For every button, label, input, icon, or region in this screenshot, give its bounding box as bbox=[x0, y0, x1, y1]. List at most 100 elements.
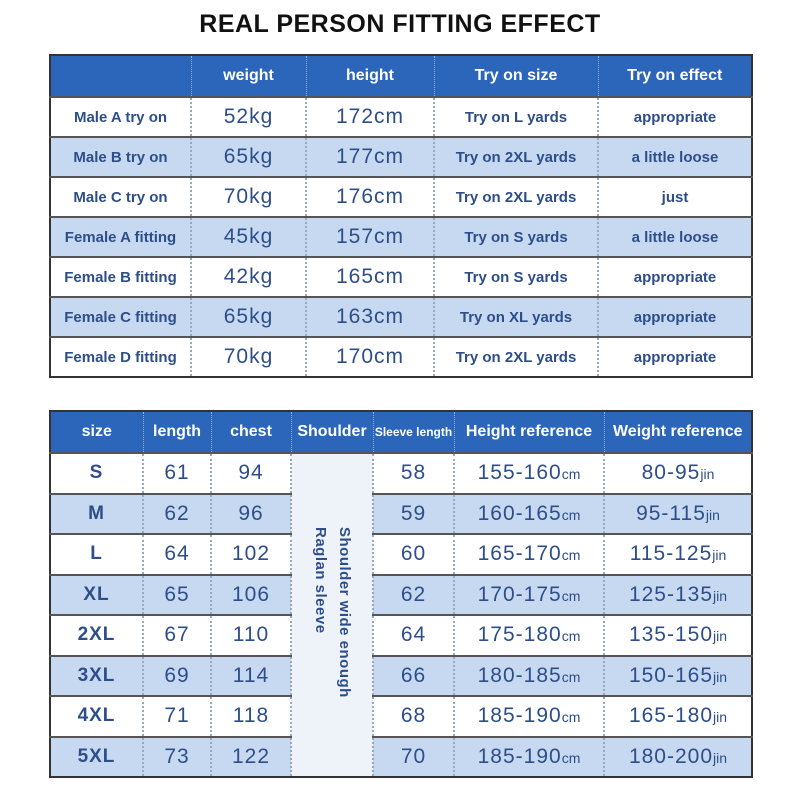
height-unit: cm bbox=[561, 506, 581, 523]
shoulder-note: Shoulder wide enough Raglan sleeve bbox=[308, 527, 356, 698]
weight-cell: 65kg bbox=[190, 296, 306, 337]
weight-unit: jin bbox=[713, 628, 728, 645]
length-cell: 64 bbox=[142, 533, 211, 575]
try-on-size-cell: Try on XL yards bbox=[433, 296, 598, 337]
weight-unit: jin bbox=[713, 749, 728, 766]
sleeve-length-cell: 66 bbox=[372, 654, 454, 696]
page-title: REAL PERSON FITTING EFFECT bbox=[199, 10, 601, 38]
try-on-effect-cell: appropriate bbox=[597, 256, 752, 297]
table-row: S 61 94 Shoulder wide enough Raglan sleeve 58… bbox=[50, 452, 752, 777]
height-unit: cm bbox=[561, 668, 581, 685]
header-height: height bbox=[305, 55, 434, 97]
header-height-reference: Height reference bbox=[453, 411, 604, 453]
size-cell: 3XL bbox=[50, 654, 143, 696]
shoulder-note-line1: Shoulder wide enough bbox=[336, 526, 353, 698]
try-on-effect-cell: a little loose bbox=[597, 136, 752, 177]
height-reference-cell: 155-160cm bbox=[453, 452, 604, 494]
height-reference-cell: 180-185cm bbox=[453, 654, 604, 696]
person-cell: Female D fitting bbox=[50, 336, 191, 377]
weight-reference-cell: 165-180jin bbox=[603, 695, 752, 737]
try-on-effect-cell: a little loose bbox=[597, 216, 752, 257]
try-on-size-cell: Try on S yards bbox=[433, 256, 598, 297]
chest-cell: 114 bbox=[210, 654, 291, 696]
weight-reference-cell: 180-200jin bbox=[603, 735, 752, 777]
header-try-on-size: Try on size bbox=[433, 55, 598, 97]
try-on-effect-cell: appropriate bbox=[597, 96, 752, 137]
height-unit: cm bbox=[561, 587, 581, 604]
weight-reference-cell: 115-125jin bbox=[603, 533, 752, 575]
length-cell: 61 bbox=[142, 452, 211, 494]
height-cell: 170cm bbox=[305, 336, 434, 377]
header-size: size bbox=[50, 411, 143, 453]
fitting-header-row: weight height Try on size Try on effect bbox=[50, 55, 752, 97]
weight-range: 165-180 bbox=[628, 704, 714, 728]
sleeve-length-cell: 62 bbox=[372, 573, 454, 615]
weight-unit: jin bbox=[700, 466, 715, 483]
height-range: 180-185 bbox=[477, 663, 562, 687]
weight-range: 180-200 bbox=[628, 744, 714, 768]
height-unit: cm bbox=[561, 628, 581, 645]
table-row: 5XL 73 122 70 185-190cm 180-200jin bbox=[50, 735, 752, 777]
header-chest: chest bbox=[210, 411, 291, 453]
weight-unit: jin bbox=[705, 506, 720, 523]
try-on-size-cell: Try on L yards bbox=[433, 96, 598, 137]
table-row: Female A fitting 45kg 157cm Try on S yards a… bbox=[50, 216, 752, 257]
height-unit: cm bbox=[561, 547, 581, 564]
height-range: 160-165 bbox=[477, 501, 562, 525]
weight-range: 115-125 bbox=[629, 542, 713, 566]
chest-cell: 94 bbox=[210, 452, 291, 494]
shoulder-note-line2: Raglan sleeve bbox=[312, 526, 329, 634]
weight-reference-cell: 95-115jin bbox=[603, 492, 752, 534]
size-cell: M bbox=[50, 492, 143, 534]
chest-cell: 96 bbox=[210, 492, 291, 534]
height-cell: 163cm bbox=[305, 296, 434, 337]
weight-unit: jin bbox=[713, 709, 728, 726]
person-cell: Female B fitting bbox=[50, 256, 191, 297]
sleeve-length-cell: 64 bbox=[372, 614, 454, 656]
table-row: XL 65 106 62 170-175cm 125-135jin bbox=[50, 573, 752, 615]
sleeve-length-cell: 68 bbox=[372, 695, 454, 737]
length-cell: 71 bbox=[142, 695, 211, 737]
chest-cell: 122 bbox=[210, 735, 291, 777]
sleeve-length-cell: 60 bbox=[372, 533, 454, 575]
height-reference-cell: 175-180cm bbox=[453, 614, 604, 656]
try-on-size-cell: Try on 2XL yards bbox=[433, 336, 598, 377]
table-row: 2XL 67 110 64 175-180cm 135-150jin bbox=[50, 614, 752, 656]
weight-cell: 70kg bbox=[190, 176, 306, 217]
weight-cell: 70kg bbox=[190, 336, 306, 377]
table-row: Female D fitting 70kg 170cm Try on 2XL yard… bbox=[50, 336, 752, 377]
header-weight: weight bbox=[190, 55, 306, 97]
table-row: Female B fitting 42kg 165cm Try on S yards a… bbox=[50, 256, 752, 297]
weight-range: 135-150 bbox=[628, 623, 714, 647]
length-cell: 62 bbox=[142, 492, 211, 534]
try-on-size-cell: Try on S yards bbox=[433, 216, 598, 257]
weight-cell: 42kg bbox=[190, 256, 306, 297]
height-cell: 176cm bbox=[305, 176, 434, 217]
height-reference-cell: 185-190cm bbox=[453, 695, 604, 737]
size-cell: XL bbox=[50, 573, 143, 615]
height-reference-cell: 160-165cm bbox=[453, 492, 604, 534]
sleeve-length-cell: 58 bbox=[372, 452, 454, 494]
table-row: Male C try on 70kg 176cm Try on 2XL yards ju… bbox=[50, 176, 752, 217]
weight-reference-cell: 80-95jin bbox=[603, 452, 752, 494]
try-on-size-cell: Try on 2XL yards bbox=[433, 136, 598, 177]
weight-range: 125-135 bbox=[628, 582, 714, 606]
height-unit: cm bbox=[561, 466, 581, 483]
header-length: length bbox=[142, 411, 211, 453]
table-row: Female C fitting 65kg 163cm Try on XL yards… bbox=[50, 296, 752, 337]
person-cell: Male B try on bbox=[50, 136, 191, 177]
try-on-effect-cell: appropriate bbox=[597, 336, 752, 377]
height-range: 165-170 bbox=[477, 542, 562, 566]
length-cell: 67 bbox=[142, 614, 211, 656]
weight-unit: jin bbox=[712, 547, 727, 564]
weight-unit: jin bbox=[713, 587, 728, 604]
weight-unit: jin bbox=[713, 668, 728, 685]
sleeve-length-cell: 70 bbox=[372, 735, 454, 777]
try-on-effect-cell: appropriate bbox=[597, 296, 752, 337]
length-cell: 65 bbox=[142, 573, 211, 615]
height-range: 175-180 bbox=[477, 623, 562, 647]
chest-cell: 102 bbox=[210, 533, 291, 575]
shoulder-note-cell: Shoulder wide enough Raglan sleeve bbox=[290, 452, 373, 777]
height-cell: 157cm bbox=[305, 216, 434, 257]
height-unit: cm bbox=[561, 709, 581, 726]
